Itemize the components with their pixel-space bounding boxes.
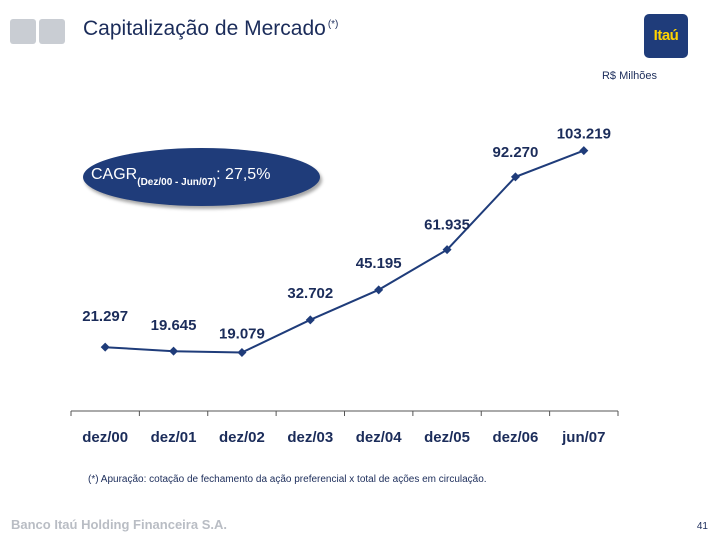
title-text: Capitalização de Mercado bbox=[83, 17, 326, 40]
data-label: 61.935 bbox=[424, 217, 470, 234]
logo-text: Itaú bbox=[653, 27, 679, 44]
data-label: 45.195 bbox=[356, 255, 402, 272]
x-tick-label: dez/01 bbox=[151, 429, 197, 446]
itau-logo: Itaú bbox=[644, 14, 688, 58]
cagr-text: CAGR(Dez/00 - Jun/07): 27,5% bbox=[91, 166, 271, 188]
data-point bbox=[169, 346, 179, 356]
series-line bbox=[105, 149, 585, 354]
footnote: (*) Apuração: cotação de fechamento da a… bbox=[88, 474, 487, 485]
square-icon bbox=[39, 19, 65, 44]
data-label: 19.645 bbox=[151, 317, 197, 334]
x-tick-label: dez/02 bbox=[219, 429, 265, 446]
data-point bbox=[100, 342, 110, 352]
cagr-period: (Dez/00 - Jun/07) bbox=[137, 177, 217, 188]
x-tick-label: dez/03 bbox=[287, 429, 333, 446]
square-icon bbox=[10, 19, 36, 44]
data-point bbox=[237, 348, 247, 358]
x-tick-label: dez/06 bbox=[493, 429, 539, 446]
x-tick-label: dez/05 bbox=[424, 429, 470, 446]
data-point bbox=[579, 146, 589, 156]
data-label: 21.297 bbox=[82, 308, 128, 325]
data-label: 92.270 bbox=[492, 144, 538, 161]
data-point bbox=[442, 245, 452, 255]
x-tick-label: dez/04 bbox=[356, 429, 403, 446]
data-label: 32.702 bbox=[287, 285, 333, 302]
cagr-label: CAGR bbox=[91, 166, 138, 183]
data-point bbox=[374, 285, 384, 295]
data-point bbox=[305, 315, 315, 325]
page-title: Capitalização de Mercado (*) bbox=[83, 17, 338, 41]
data-point bbox=[510, 172, 520, 182]
footer-company-name: Banco Itaú Holding Financeira S.A. bbox=[11, 517, 227, 532]
unit-label: R$ Milhões bbox=[601, 70, 657, 82]
data-label: 103.219 bbox=[557, 126, 611, 143]
cagr-badge: CAGR(Dez/00 - Jun/07): 27,5% bbox=[83, 148, 320, 206]
cagr-value: : 27,5% bbox=[216, 166, 271, 183]
title-note: (*) bbox=[327, 19, 339, 30]
x-tick-label: jun/07 bbox=[561, 429, 605, 446]
data-label: 19.079 bbox=[219, 326, 265, 343]
x-tick-label: dez/00 bbox=[82, 429, 128, 446]
page-number: 41 bbox=[696, 521, 708, 532]
